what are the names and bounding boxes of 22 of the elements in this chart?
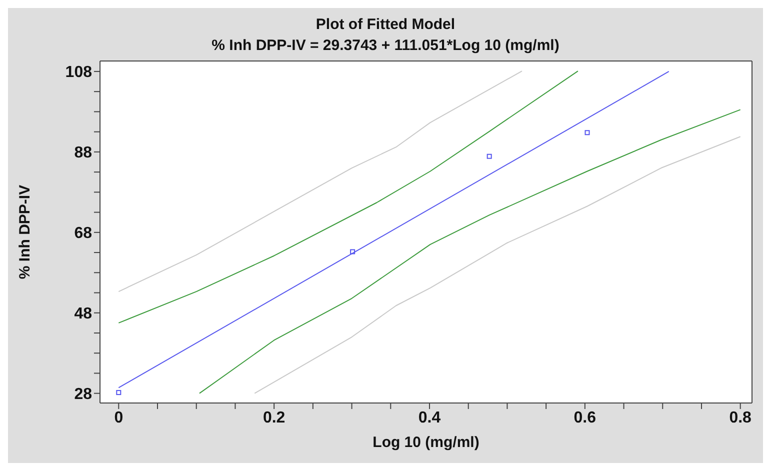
y-tick-label: 68 [74, 225, 92, 242]
y-axis-title: % Inh DPP-IV [16, 184, 34, 280]
x-tick-label: 0.4 [418, 409, 441, 426]
line-series [118, 70, 522, 292]
line-series [198, 109, 741, 394]
y-tick-label: 108 [65, 64, 92, 82]
x-tick-label: 0.6 [574, 409, 596, 426]
point [486, 154, 492, 159]
x-tick-label: 0 [114, 409, 124, 426]
x-axis-title: Log 10 (mg/ml) [372, 434, 480, 451]
y-tick-label: 28 [74, 386, 92, 404]
chart-title: Plot of Fitted Model [314, 15, 456, 35]
y-tick-label: 48 [74, 306, 92, 323]
x-tick-label: 0.2 [262, 409, 286, 426]
line-series [118, 70, 578, 324]
line-series [254, 136, 741, 394]
y-tick-label: 88 [74, 144, 92, 162]
point [116, 390, 122, 396]
x-tick-label: 0.8 [729, 409, 752, 426]
chart-subtitle: % Inh DPP-IV = 29.3743 + 111.051*Log 10 (mg/ml) [210, 36, 560, 56]
point [584, 130, 590, 136]
point [350, 249, 356, 254]
